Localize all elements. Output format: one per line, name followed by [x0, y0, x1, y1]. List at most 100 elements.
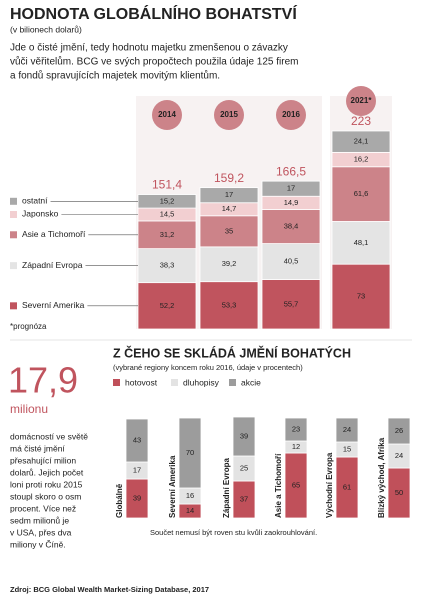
year-badge [214, 100, 244, 130]
category-label: Globálně [115, 483, 124, 518]
bar-segment [335, 417, 359, 443]
value-label: 24 [395, 451, 403, 460]
value-label: 39,2 [222, 259, 237, 268]
value-label: 14 [186, 506, 194, 515]
legend-swatch [10, 302, 17, 310]
value-label: 39 [133, 493, 141, 502]
bar-segment [232, 416, 256, 457]
value-label: 48,1 [354, 238, 369, 247]
value-label: 15,2 [160, 196, 175, 205]
value-label: 24,1 [354, 137, 369, 146]
value-label: 17 [133, 465, 141, 474]
value-label: 12 [292, 442, 300, 451]
year-label: 2021* [351, 96, 373, 105]
description: vůči věřitelům. BCG ve svých propočtech … [10, 56, 298, 68]
value-label: 43 [133, 435, 141, 444]
value-label: 73 [357, 292, 365, 301]
value-label: 14,9 [284, 198, 299, 207]
legend-label: akcie [241, 377, 261, 387]
value-label: 24 [343, 425, 351, 434]
value-label: 14,5 [160, 209, 175, 218]
note: Součet nemusí být roven stu kvůli zaokro… [150, 528, 317, 537]
year-label: 2015 [220, 110, 238, 119]
legend-label: Severní Amerika [22, 300, 85, 310]
legend-label: ostatní [22, 196, 48, 206]
sidebar-text: miliony v Číně. [10, 539, 66, 549]
value-label: 38,4 [284, 222, 299, 231]
value-label: 17 [287, 184, 295, 193]
bar-segment [284, 417, 308, 442]
value-label: 39 [240, 431, 248, 440]
description: Jde o čisté jmění, tedy hodnotu majetku … [10, 43, 288, 54]
legend-label: Asie a Tichomoří [22, 229, 86, 239]
legend-swatch [10, 262, 17, 270]
value-label: 26 [395, 426, 403, 435]
sidebar-text: procent. Více než [10, 503, 76, 513]
legend-swatch [10, 210, 17, 218]
figure-unit: milionu [10, 402, 48, 416]
year-label: 2016 [282, 110, 300, 119]
sidebar-text: dolarů. Jejich počet [10, 467, 84, 477]
category-label: Severní Amerika [168, 455, 177, 518]
value-label: 40,5 [284, 257, 299, 266]
bar-segment [178, 417, 202, 489]
bar-segment [261, 180, 321, 197]
legend-swatch [171, 379, 178, 386]
total-label: 223 [351, 114, 371, 128]
bar-segment [331, 221, 391, 265]
value-label: 61,6 [354, 189, 369, 198]
sidebar-text: přesahující milion [10, 455, 76, 465]
legend-swatch [10, 197, 17, 205]
bar-segment [261, 209, 321, 244]
chart-subtitle: (vybrané regiony koncem roku 2016, údaje… [113, 363, 303, 372]
bar-segment [137, 282, 197, 330]
legend-label: dluhopisy [183, 377, 220, 387]
legend-swatch [229, 379, 236, 386]
year-badge [276, 100, 306, 130]
description: a fondů spravujících majetek movitým kli… [10, 70, 220, 82]
note: *prognóza [10, 322, 47, 331]
total-label: 151,4 [152, 178, 182, 192]
sidebar-text: má čisté jmění [10, 443, 65, 453]
sidebar-text: sedm milionů je [10, 515, 69, 525]
legend-swatch [10, 231, 17, 239]
value-label: 61 [343, 482, 351, 491]
value-label: 35 [225, 226, 233, 235]
value-label: 37 [240, 494, 248, 503]
bar-segment [331, 263, 391, 330]
source: Zdroj: BCG Global Wealth Market-Sizing D… [10, 585, 209, 594]
sidebar-text: loni proti roku 2015 [10, 479, 83, 489]
sidebar-text: stoupl skoro o osm [10, 491, 81, 501]
value-label: 31,2 [160, 230, 175, 239]
title: HODNOTA GLOBÁLNÍHO BOHATSTVÍ [10, 4, 297, 23]
value-label: 25 [240, 463, 248, 472]
category-label: Blízký východ, Afrika [377, 437, 386, 518]
bar-segment [137, 220, 197, 250]
year-badge [152, 100, 182, 130]
bar-segment [261, 279, 321, 330]
value-label: 16,2 [354, 155, 369, 164]
bar-segment [199, 187, 259, 204]
legend-label: Japonsko [22, 209, 59, 219]
year-label: 2014 [158, 110, 176, 119]
total-label: 166,5 [276, 164, 306, 178]
value-label: 55,7 [284, 299, 299, 308]
value-label: 52,2 [160, 301, 175, 310]
sidebar-text: v USA, přes dva [10, 527, 72, 537]
value-label: 65 [292, 480, 300, 489]
legend-label: Západní Evropa [22, 260, 83, 270]
bar-segment [261, 243, 321, 280]
bar-segment [199, 215, 259, 248]
value-label: 23 [292, 424, 300, 433]
year-badge [346, 85, 376, 116]
bar-segment [331, 130, 391, 153]
chart-title: Z ČEHO SE SKLÁDÁ JMĚNÍ BOHATÝCH [113, 345, 351, 360]
value-label: 38,3 [160, 261, 175, 270]
value-label: 16 [186, 491, 194, 500]
legend-label: hotovost [125, 377, 158, 387]
bar-segment [387, 417, 411, 445]
category-label: Východní Evropa [325, 452, 334, 518]
value-label: 70 [186, 448, 194, 457]
